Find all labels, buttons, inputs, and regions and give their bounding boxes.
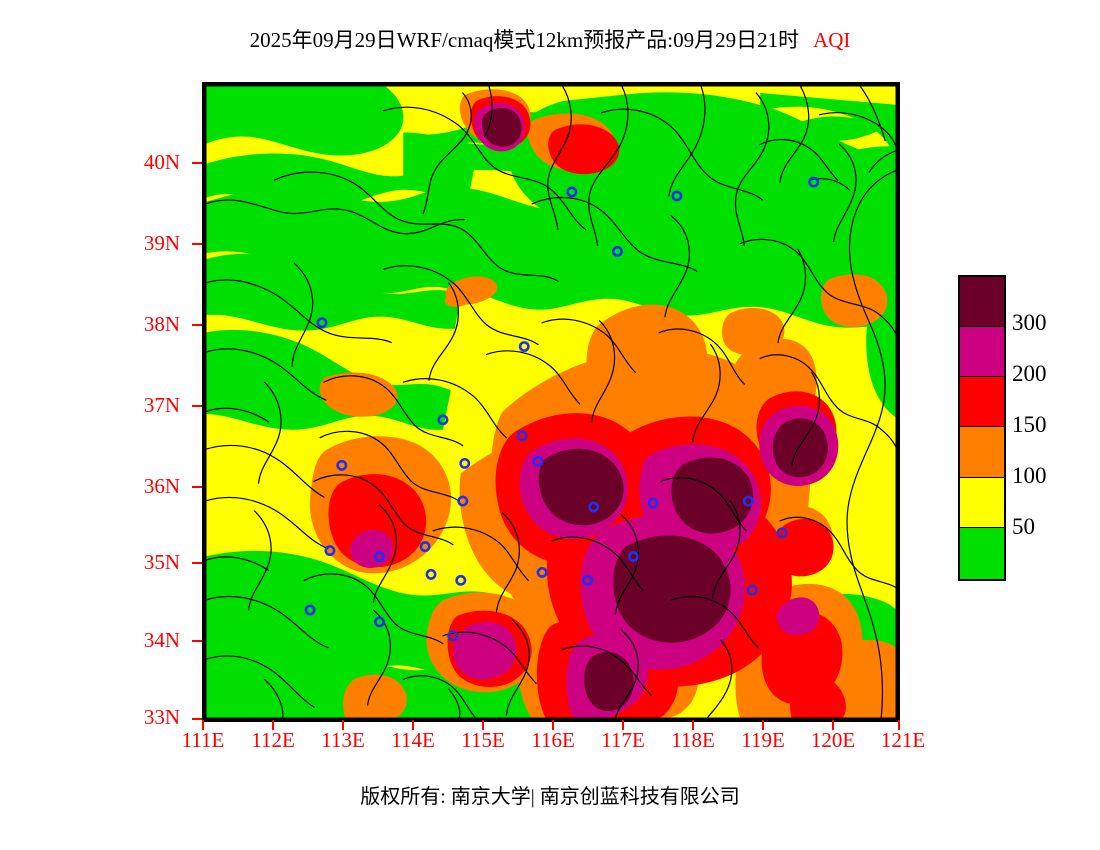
xtick-label-111E: 111E <box>181 728 225 752</box>
ytick-mark-38N <box>192 324 202 326</box>
colorbar-label-300: 300 <box>1012 310 1047 335</box>
xtick-label-117E: 117E <box>601 728 645 752</box>
ytick-mark-33N <box>192 718 202 720</box>
xtick-mark-119E <box>762 720 764 730</box>
xtick-mark-113E <box>342 720 344 730</box>
xtick-label-112E: 112E <box>251 728 295 752</box>
page-title-main: 2025年09月29日WRF/cmaq模式12km预报产品:09月29日21时 <box>249 28 800 52</box>
colorbar-label-200: 200 <box>1012 361 1047 386</box>
xtick-mark-112E <box>272 720 274 730</box>
colorbar-band-good <box>960 527 1004 579</box>
band-severely-polluted <box>481 108 828 712</box>
xtick-mark-118E <box>692 720 694 730</box>
xtick-label-121E: 121E <box>880 728 926 752</box>
colorbar-band-heavily-polluted <box>960 327 1004 378</box>
xtick-mark-116E <box>552 720 554 730</box>
xtick-label-115E: 115E <box>461 728 505 752</box>
xtick-mark-121E <box>898 720 900 730</box>
ytick-label-35N: 35N <box>143 550 180 574</box>
ytick-mark-39N <box>192 243 202 245</box>
xtick-label-116E: 116E <box>531 728 575 752</box>
colorbar-label-100: 100 <box>1012 463 1047 488</box>
ytick-mark-40N <box>192 162 202 164</box>
xtick-mark-117E <box>622 720 624 730</box>
xtick-mark-120E <box>832 720 834 730</box>
province-boundaries <box>205 85 897 719</box>
page-title: 2025年09月29日WRF/cmaq模式12km预报产品:09月29日21时 A… <box>0 24 1100 54</box>
ytick-mark-37N <box>192 405 202 407</box>
xtick-label-113E: 113E <box>321 728 365 752</box>
xtick-label-114E: 114E <box>391 728 435 752</box>
xtick-mark-114E <box>412 720 414 730</box>
ytick-label-36N: 36N <box>143 474 180 498</box>
ytick-label-39N: 39N <box>143 231 180 255</box>
xtick-label-120E: 120E <box>810 728 856 752</box>
ytick-mark-36N <box>192 486 202 488</box>
station-markers <box>304 176 820 642</box>
ytick-label-33N: 33N <box>143 705 180 729</box>
ytick-label-34N: 34N <box>143 628 180 652</box>
map-plot-area[interactable] <box>202 82 900 722</box>
colorbar-band-lightly-polluted <box>960 427 1004 478</box>
colorbar-band-severely-polluted <box>960 277 1004 328</box>
page-title-variable: AQI <box>813 28 851 52</box>
xtick-label-118E: 118E <box>671 728 715 752</box>
ytick-mark-34N <box>192 640 202 642</box>
ytick-label-38N: 38N <box>143 312 180 336</box>
xtick-mark-111E <box>202 720 204 730</box>
colorbar-label-150: 150 <box>1012 412 1047 437</box>
ytick-label-37N: 37N <box>143 393 180 417</box>
colorbar-band-moderate <box>960 477 1004 528</box>
xtick-label-119E: 119E <box>741 728 785 752</box>
ytick-label-40N: 40N <box>143 150 180 174</box>
aqi-colorbar[interactable] <box>958 275 1006 581</box>
colorbar-label-50: 50 <box>1012 514 1035 539</box>
copyright-footer: 版权所有: 南京大学| 南京创蓝科技有限公司 <box>360 786 740 808</box>
aqi-contour-map <box>205 85 897 719</box>
xtick-mark-115E <box>482 720 484 730</box>
ytick-mark-35N <box>192 562 202 564</box>
colorbar-band-moderately-polluted <box>960 377 1004 428</box>
